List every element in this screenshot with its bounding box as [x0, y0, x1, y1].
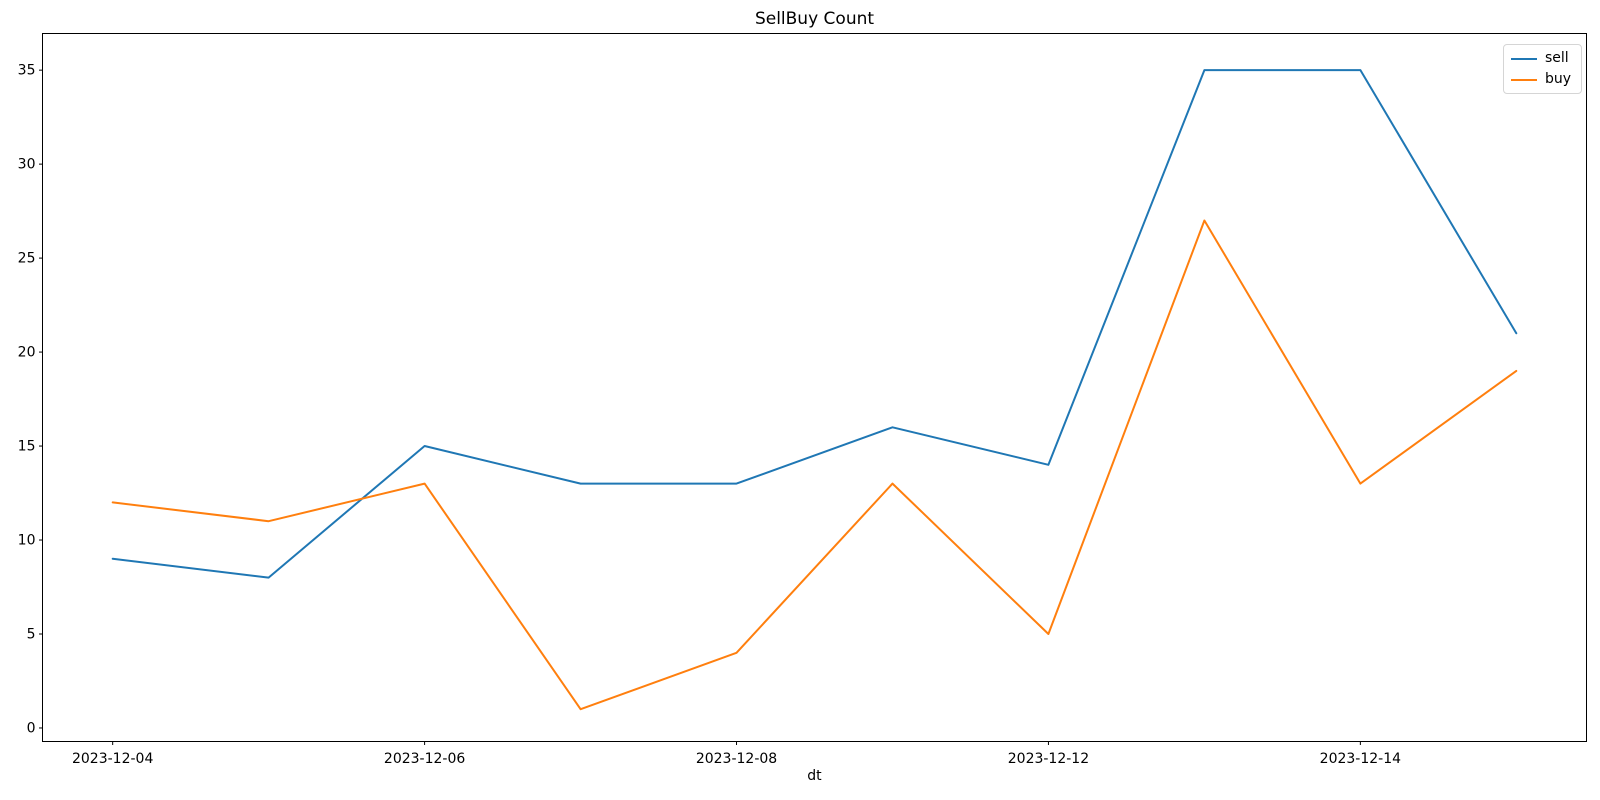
series-line-sell — [111, 69, 1518, 579]
series-line-buy — [111, 219, 1518, 711]
y-tick-label: 10 — [18, 532, 36, 548]
y-tick-label: 5 — [27, 626, 36, 642]
x-tick-label: 2023-12-08 — [696, 751, 777, 767]
legend-item-buy: buy — [1511, 72, 1571, 87]
x-axis-label: dt — [807, 768, 822, 784]
chart-title: SellBuy Count — [754, 9, 875, 29]
x-tick-label: 2023-12-12 — [1008, 751, 1089, 767]
legend-line-sell-icon — [1511, 57, 1537, 60]
legend-line-buy-icon — [1511, 78, 1537, 81]
legend-item-sell: sell — [1511, 51, 1571, 66]
y-tick-label: 25 — [18, 251, 36, 267]
y-tick-label: 35 — [18, 63, 36, 79]
legend-label-sell: sell — [1545, 50, 1569, 66]
x-tick-label: 2023-12-04 — [72, 751, 153, 767]
plot-spines — [42, 33, 1587, 742]
y-tick-label: 20 — [18, 345, 36, 361]
y-tick-label: 0 — [27, 720, 36, 736]
legend-label-buy: buy — [1545, 71, 1572, 87]
y-tick-label: 15 — [18, 439, 36, 455]
x-tick-label: 2023-12-06 — [384, 751, 465, 767]
x-tick-label: 2023-12-14 — [1320, 751, 1401, 767]
legend: sell buy — [1503, 44, 1583, 94]
y-tick-label: 30 — [18, 157, 36, 173]
